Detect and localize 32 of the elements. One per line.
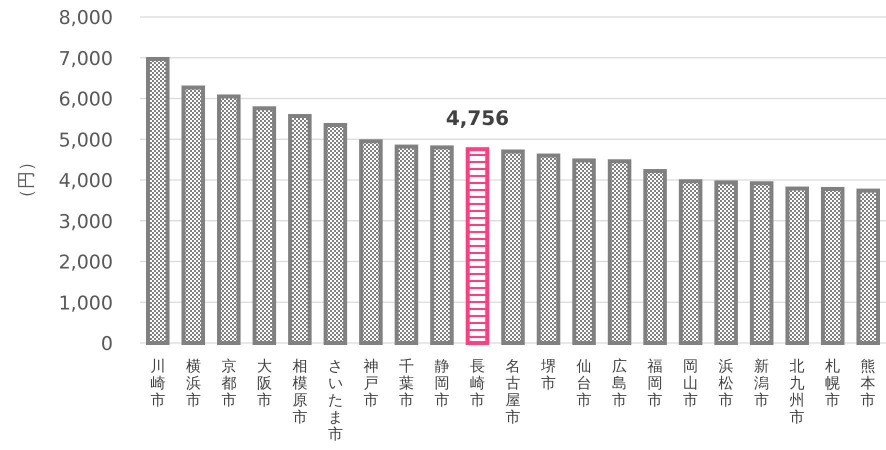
x-tick-label: 名古屋市 (506, 357, 520, 426)
x-tick-label: 堺市 (540, 357, 556, 392)
x-tick-label: 長崎市 (470, 357, 485, 409)
y-tick-label: 4,000 (58, 170, 113, 192)
y-tick-label: 6,000 (58, 88, 113, 110)
x-tick-label: 京都市 (221, 357, 236, 409)
x-tick-label: さいたま市 (328, 357, 343, 443)
x-tick-label: 福岡市 (648, 357, 663, 409)
data-label: 4,756 (446, 106, 510, 130)
y-tick-label: 2,000 (58, 252, 113, 274)
x-tick-label: 横浜市 (186, 357, 201, 409)
y-tick-label: 5,000 (58, 129, 113, 152)
y-tick-label: 0 (100, 333, 113, 355)
y-tick-label: 7,000 (58, 48, 113, 70)
x-tick-label: 川崎市 (150, 357, 166, 409)
x-tick-label: 千葉市 (398, 357, 414, 409)
x-tick-label: 熊本市 (860, 357, 876, 409)
x-tick-label: 浜松市 (718, 357, 734, 409)
x-tick-label: 岡山市 (683, 357, 698, 409)
x-tick-label: 相模原市 (292, 357, 308, 426)
x-tick-label: 大阪市 (256, 357, 272, 409)
x-tick-label: 静岡市 (434, 357, 450, 409)
x-tick-label: 札幌市 (825, 357, 840, 409)
x-tick-label: 神戸市 (363, 357, 378, 409)
y-tick-label: 8,000 (58, 7, 113, 29)
x-tick-label: 新潟市 (754, 357, 770, 409)
x-tick-label: 北九州市 (790, 357, 805, 426)
y-axis-title: （円） (16, 153, 37, 207)
x-tick-label: 広島市 (612, 357, 628, 409)
y-tick-label: 1,000 (58, 292, 113, 314)
x-tick-label: 仙台市 (576, 357, 592, 409)
y-tick-label: 3,000 (58, 210, 113, 233)
